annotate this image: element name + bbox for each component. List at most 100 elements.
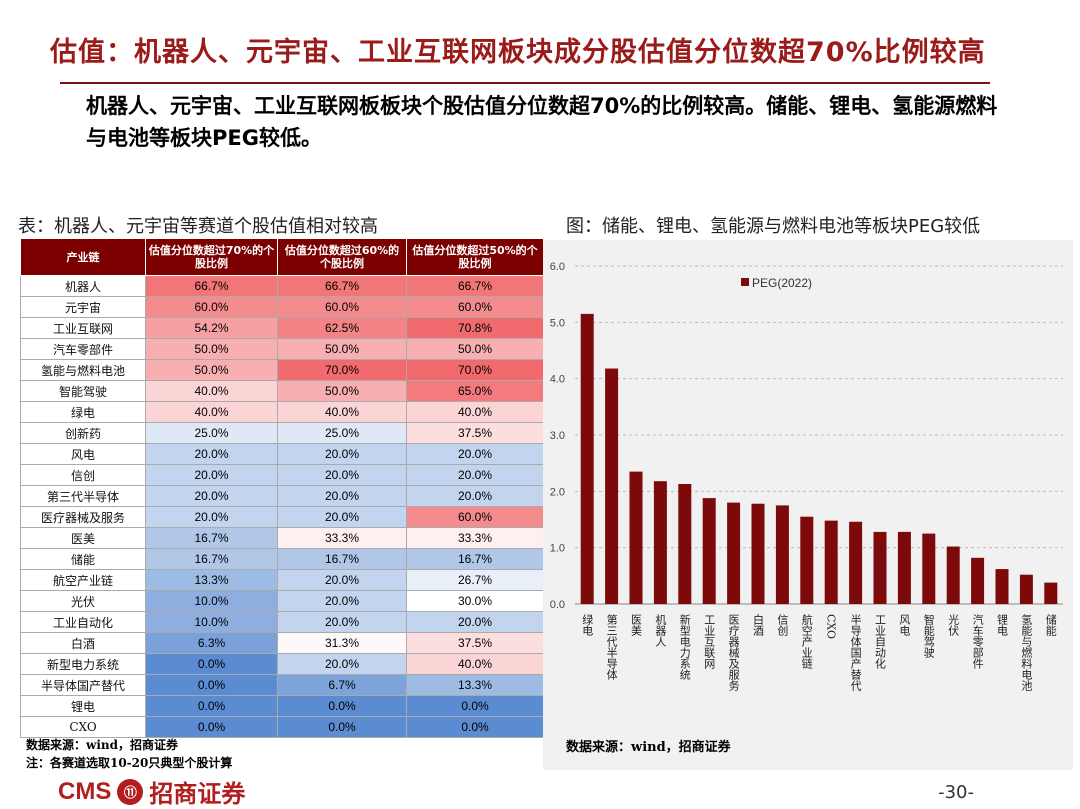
percent-cell: 13.3% bbox=[145, 569, 278, 591]
table-row: 航空产业链 13.3% 20.0% 26.7% bbox=[20, 569, 544, 591]
percent-cell: 60.0% bbox=[277, 296, 407, 318]
industry-cell: 信创 bbox=[20, 464, 146, 486]
percent-cell: 20.0% bbox=[277, 485, 407, 507]
bar bbox=[678, 484, 692, 604]
percent-cell: 70.0% bbox=[277, 359, 407, 381]
percent-cell: 6.7% bbox=[277, 674, 407, 696]
table-title: 表：机器人、元宇宙等赛道个股估值相对较高 bbox=[18, 216, 378, 237]
x-tick-label: 工业自动化 bbox=[874, 614, 887, 670]
legend-label: PEG(2022) bbox=[752, 276, 812, 290]
industry-cell: 白酒 bbox=[20, 632, 146, 654]
percent-cell: 16.7% bbox=[406, 548, 544, 570]
x-tick-label: 锂电 bbox=[996, 613, 1009, 636]
percent-cell: 20.0% bbox=[277, 590, 407, 612]
header-pct50: 估值分位数超过50%的个股比例 bbox=[406, 238, 544, 276]
industry-cell: 风电 bbox=[20, 443, 146, 465]
percent-cell: 20.0% bbox=[406, 443, 544, 465]
summary-text: 机器人、元宇宙、工业互联网板板块个股估值分位数超70%的比例较高。储能、锂电、氢… bbox=[86, 94, 998, 150]
x-tick-label: 工业互联网 bbox=[703, 614, 716, 670]
industry-cell: 航空产业链 bbox=[20, 569, 146, 591]
table-row: 工业自动化 10.0% 20.0% 20.0% bbox=[20, 611, 544, 633]
percent-cell: 70.0% bbox=[406, 359, 544, 381]
logo-badge-icon: ⑪ bbox=[117, 778, 144, 805]
percent-cell: 33.3% bbox=[277, 527, 407, 549]
percent-cell: 26.7% bbox=[406, 569, 544, 591]
percent-cell: 0.0% bbox=[406, 695, 544, 717]
x-tick-label: 信创 bbox=[776, 614, 789, 637]
header-pct60: 估值分位数超过60%的个股比例 bbox=[277, 238, 407, 276]
x-tick-label: 白酒 bbox=[752, 613, 765, 637]
industry-cell: 氢能与燃料电池 bbox=[20, 359, 146, 381]
table-row: 智能驾驶 40.0% 50.0% 65.0% bbox=[20, 380, 544, 402]
bar bbox=[971, 557, 985, 604]
bar bbox=[629, 471, 643, 604]
bar bbox=[897, 531, 911, 604]
bar bbox=[946, 546, 960, 604]
percent-cell: 20.0% bbox=[145, 485, 278, 507]
percent-cell: 20.0% bbox=[277, 653, 407, 675]
x-tick-label: 航空产业链 bbox=[800, 613, 813, 669]
percent-cell: 70.8% bbox=[406, 317, 544, 339]
y-tick-label: 1.0 bbox=[550, 543, 565, 555]
bar bbox=[922, 533, 936, 604]
industry-cell: 创新药 bbox=[20, 422, 146, 444]
company-logo: CMS ⑪ 招商证券 bbox=[58, 774, 245, 809]
table-row: 氢能与燃料电池 50.0% 70.0% 70.0% bbox=[20, 359, 544, 381]
percent-cell: 25.0% bbox=[277, 422, 407, 444]
percent-cell: 65.0% bbox=[406, 380, 544, 402]
table-row: CXO 0.0% 0.0% 0.0% bbox=[20, 716, 544, 738]
percent-cell: 10.0% bbox=[145, 590, 278, 612]
bar bbox=[580, 313, 594, 604]
table-row: 光伏 10.0% 20.0% 30.0% bbox=[20, 590, 544, 612]
percent-cell: 40.0% bbox=[406, 653, 544, 675]
bar bbox=[1019, 574, 1033, 604]
percent-cell: 20.0% bbox=[406, 464, 544, 486]
x-tick-label: 医美 bbox=[630, 614, 643, 636]
percent-cell: 40.0% bbox=[145, 380, 278, 402]
valuation-table-container: 产业链 估值分位数超过70%的个股比例 估值分位数超过60%的个股比例 估值分位… bbox=[20, 238, 544, 738]
bar bbox=[702, 498, 716, 604]
percent-cell: 20.0% bbox=[277, 506, 407, 528]
industry-cell: 半导体国产替代 bbox=[20, 674, 146, 696]
table-row: 医疗器械及服务 20.0% 20.0% 60.0% bbox=[20, 506, 544, 528]
table-row: 白酒 6.3% 31.3% 37.5% bbox=[20, 632, 544, 654]
percent-cell: 60.0% bbox=[145, 296, 278, 318]
percent-cell: 20.0% bbox=[145, 443, 278, 465]
percent-cell: 40.0% bbox=[277, 401, 407, 423]
percent-cell: 0.0% bbox=[145, 653, 278, 675]
percent-cell: 40.0% bbox=[145, 401, 278, 423]
percent-cell: 20.0% bbox=[406, 485, 544, 507]
table-row: 绿电 40.0% 40.0% 40.0% bbox=[20, 401, 544, 423]
percent-cell: 50.0% bbox=[406, 338, 544, 360]
x-tick-label: 光伏 bbox=[947, 613, 960, 636]
y-tick-label: 4.0 bbox=[550, 374, 565, 386]
logo-text-en: CMS bbox=[58, 777, 112, 805]
table-row: 汽车零部件 50.0% 50.0% 50.0% bbox=[20, 338, 544, 360]
industry-cell: 锂电 bbox=[20, 695, 146, 717]
x-tick-label: CXO bbox=[825, 614, 838, 639]
y-tick-label: 2.0 bbox=[550, 486, 565, 498]
percent-cell: 40.0% bbox=[406, 401, 544, 423]
percent-cell: 0.0% bbox=[145, 674, 278, 696]
percent-cell: 20.0% bbox=[145, 506, 278, 528]
table-source: 数据来源：wind，招商证券 bbox=[26, 738, 179, 752]
percent-cell: 20.0% bbox=[145, 464, 278, 486]
table-row: 医美 16.7% 33.3% 33.3% bbox=[20, 527, 544, 549]
percent-cell: 13.3% bbox=[406, 674, 544, 696]
industry-cell: 工业自动化 bbox=[20, 611, 146, 633]
chart-source: 数据来源：wind，招商证券 bbox=[566, 740, 731, 755]
industry-cell: CXO bbox=[20, 716, 146, 738]
table-header-row: 产业链 估值分位数超过70%的个股比例 估值分位数超过60%的个股比例 估值分位… bbox=[20, 238, 544, 276]
table-row: 元宇宙 60.0% 60.0% 60.0% bbox=[20, 296, 544, 318]
table-body: 机器人 66.7% 66.7% 66.7% 元宇宙 60.0% 60.0% 60.0% 工业互联… bbox=[20, 275, 544, 738]
percent-cell: 37.5% bbox=[406, 422, 544, 444]
table-row: 信创 20.0% 20.0% 20.0% bbox=[20, 464, 544, 486]
industry-cell: 智能驾驶 bbox=[20, 380, 146, 402]
y-tick-label: 6.0 bbox=[550, 261, 565, 273]
percent-cell: 54.2% bbox=[145, 317, 278, 339]
bar bbox=[873, 531, 887, 604]
table-row: 新型电力系统 0.0% 20.0% 40.0% bbox=[20, 653, 544, 675]
percent-cell: 33.3% bbox=[406, 527, 544, 549]
industry-cell: 医疗器械及服务 bbox=[20, 506, 146, 528]
x-tick-label: 半导体国产替代 bbox=[849, 613, 862, 692]
